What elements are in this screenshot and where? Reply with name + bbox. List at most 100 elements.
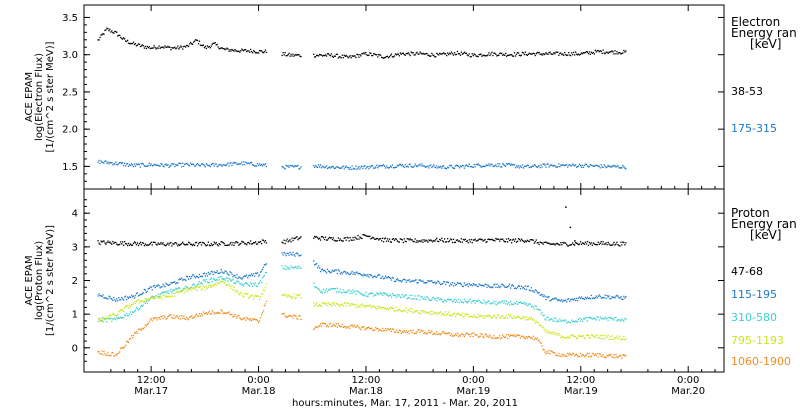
data-point xyxy=(137,244,140,247)
data-point xyxy=(251,295,253,297)
data-point xyxy=(532,306,534,308)
data-point xyxy=(435,239,437,241)
data-point xyxy=(410,330,412,332)
data-point xyxy=(555,51,557,53)
data-point xyxy=(370,292,372,294)
data-point xyxy=(330,271,333,273)
data-point xyxy=(186,44,188,47)
data-point xyxy=(118,162,120,165)
data-point xyxy=(625,296,627,298)
data-point xyxy=(481,333,483,336)
data-point xyxy=(369,304,371,306)
data-point xyxy=(142,292,144,294)
data-point xyxy=(353,167,355,169)
data-point xyxy=(439,52,441,54)
data-point xyxy=(563,353,565,356)
data-point xyxy=(247,50,249,52)
data-point xyxy=(451,335,454,337)
data-point xyxy=(122,298,124,300)
data-point xyxy=(251,162,253,164)
data-point xyxy=(414,332,416,335)
data-point xyxy=(482,317,484,319)
data-point xyxy=(445,53,447,55)
data-point xyxy=(248,284,250,286)
data-point xyxy=(605,242,607,244)
data-point xyxy=(338,56,340,58)
data-point xyxy=(109,314,111,316)
data-point xyxy=(467,242,469,244)
data-point xyxy=(558,299,560,301)
data-point xyxy=(145,291,147,293)
data-point xyxy=(515,316,518,319)
data-point xyxy=(486,241,488,243)
data-point xyxy=(484,334,486,336)
data-point xyxy=(126,340,128,342)
data-point xyxy=(424,240,426,242)
data-point xyxy=(490,303,492,305)
data-point xyxy=(545,298,547,301)
data-point xyxy=(425,312,427,314)
data-point xyxy=(440,165,442,168)
data-point xyxy=(162,165,164,167)
data-point xyxy=(567,166,569,168)
data-point xyxy=(549,353,551,355)
data-point xyxy=(172,282,174,284)
data-point xyxy=(156,47,158,49)
data-point xyxy=(328,236,331,238)
data-point xyxy=(353,272,355,274)
data-point xyxy=(544,351,546,353)
data-point xyxy=(519,317,522,319)
data-point xyxy=(383,277,386,279)
data-point xyxy=(595,164,597,166)
data-point xyxy=(287,241,289,243)
data-point xyxy=(612,243,614,245)
data-point xyxy=(300,254,302,256)
data-point xyxy=(154,46,156,49)
data-point xyxy=(177,288,179,290)
data-point xyxy=(467,285,469,288)
data-point xyxy=(600,241,602,243)
data-point xyxy=(230,280,232,282)
data-point xyxy=(481,285,483,287)
data-point xyxy=(513,334,516,336)
data-point xyxy=(441,237,443,239)
data-point xyxy=(173,281,175,283)
data-point xyxy=(533,319,535,322)
data-point xyxy=(582,354,585,356)
data-point xyxy=(573,164,575,166)
data-point xyxy=(449,334,452,337)
data-point xyxy=(322,237,325,239)
data-point xyxy=(475,240,477,242)
data-point xyxy=(333,270,335,272)
x-tick-label: 12:00 xyxy=(566,375,595,386)
data-point xyxy=(174,289,176,291)
data-point xyxy=(579,352,582,355)
data-point xyxy=(599,295,601,297)
data-point xyxy=(172,295,174,297)
data-point xyxy=(338,239,340,242)
data-point xyxy=(558,243,560,246)
data-point xyxy=(392,56,395,58)
data-point xyxy=(186,287,188,289)
data-point xyxy=(416,166,418,168)
legend-channel-47-68: 47-68 xyxy=(731,265,763,278)
data-point xyxy=(620,53,622,55)
data-point xyxy=(428,329,430,332)
data-point xyxy=(425,239,427,241)
data-point xyxy=(142,328,144,330)
data-point xyxy=(611,296,613,298)
data-point xyxy=(625,242,627,244)
data-point xyxy=(208,244,210,246)
data-point xyxy=(160,46,162,48)
data-point xyxy=(383,57,386,59)
legend-channel-38-53: 38-53 xyxy=(731,85,763,98)
data-point xyxy=(176,314,178,317)
data-point xyxy=(625,50,627,52)
data-point xyxy=(147,322,149,325)
data-point xyxy=(319,270,322,273)
data-point xyxy=(257,275,260,277)
data-point xyxy=(123,317,125,319)
data-point xyxy=(486,286,488,289)
data-point xyxy=(501,283,503,285)
data-point xyxy=(538,324,540,326)
